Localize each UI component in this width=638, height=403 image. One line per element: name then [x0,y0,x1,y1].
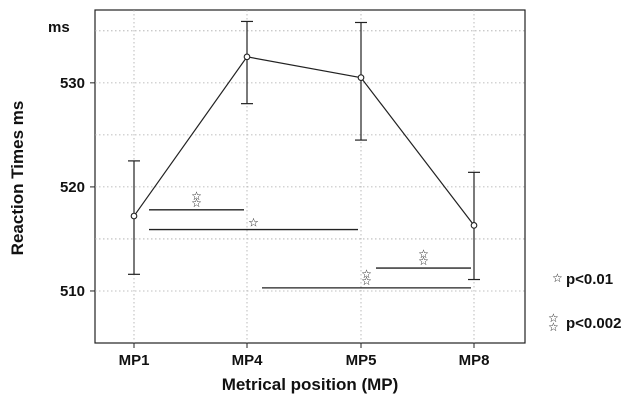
legend-star-double-top: ☆ [548,311,559,325]
axis-ticks: MP1 MP4 MP5 MP8 510 520 530 [60,75,489,369]
legend: ☆ p<0.01 ☆ ☆ p<0.002 [548,271,621,334]
x-axis-title: Metrical position (MP) [222,375,399,394]
grid [95,10,525,343]
legend-label-p001: p<0.01 [566,271,613,288]
x-tick-label-mp5: MP5 [346,352,377,369]
significance-star: ☆ [191,189,202,203]
series-line [133,56,475,226]
significance-star: ☆ [191,196,202,210]
significance-star: ☆ [361,274,372,288]
significance-star: ☆ [248,216,259,230]
significance-bars: ☆☆☆☆☆☆☆ [149,189,471,289]
legend-star-double-bottom: ☆ [548,320,559,334]
x-tick-label-mp8: MP8 [459,352,490,369]
legend-star-single: ☆ [552,271,563,285]
y-axis-title: Reaction Times ms [8,101,27,256]
significance-star: ☆ [418,247,429,261]
y-unit-label: ms [48,19,70,36]
significance-star: ☆ [361,267,372,281]
data-point-mp8 [470,222,478,229]
y-tick-label-530: 530 [60,75,85,92]
y-tick-label-520: 520 [60,179,85,196]
y-tick-label-510: 510 [60,283,85,300]
plot-frame [94,9,526,344]
x-tick-label-mp4: MP4 [232,352,264,369]
data-point-mp1 [130,212,138,220]
significance-star: ☆ [418,254,429,268]
series-group [128,20,480,281]
legend-label-p0002: p<0.002 [566,315,621,332]
data-point-mp4 [243,53,251,61]
x-tick-label-mp1: MP1 [119,352,150,369]
data-point-mp5 [357,74,365,81]
